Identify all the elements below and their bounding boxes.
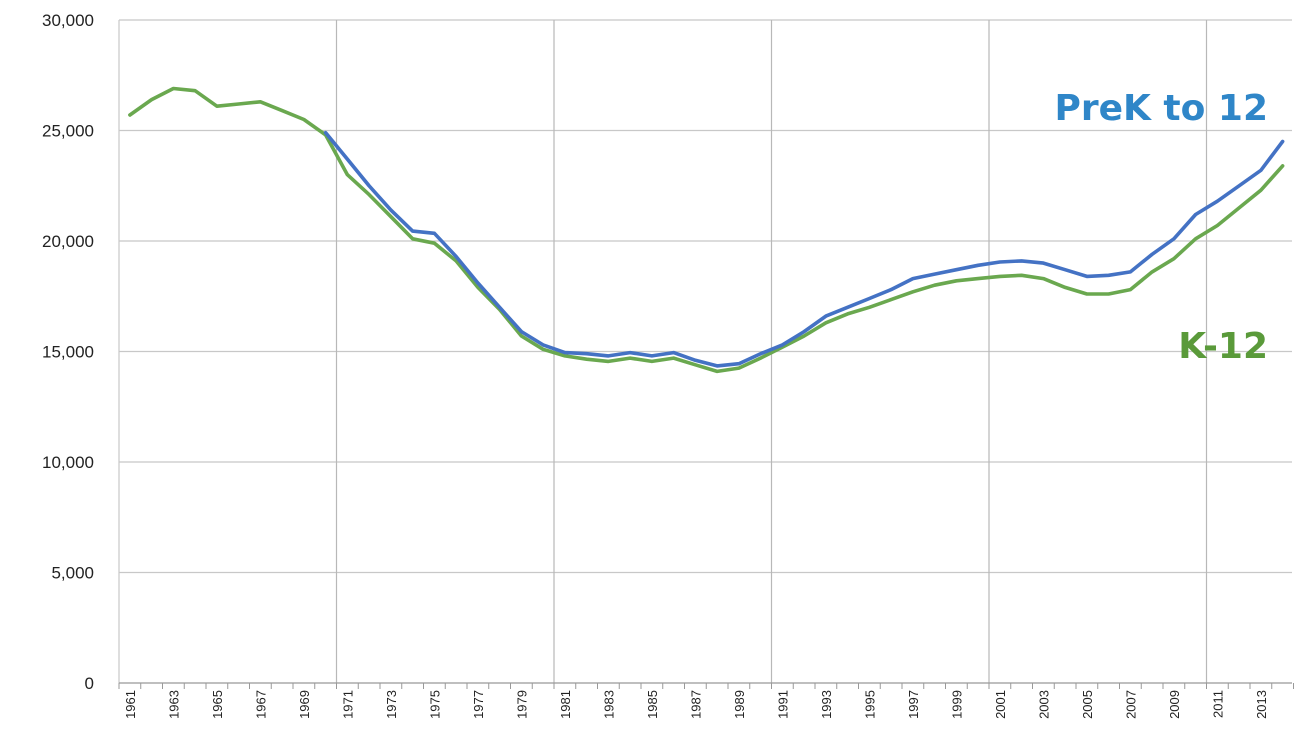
x-tick-label: 1961 [123,690,138,719]
y-tick-label: 5,000 [51,564,94,583]
x-tick-label: 2007 [1123,690,1138,719]
x-tick-label: 1985 [645,690,660,719]
y-tick-label: 20,000 [42,232,94,251]
x-tick-label: 2013 [1254,690,1269,719]
x-tick-label: 1975 [427,690,442,719]
y-tick-label: 30,000 [42,11,94,30]
x-tick-label: 2009 [1167,690,1182,719]
y-tick-label: 0 [85,674,94,693]
series-label-k-12: K-12 [1178,326,1268,367]
x-tick-label: 1967 [253,690,268,719]
series-line-prek-to-12 [323,130,1285,368]
x-tick-labels: 1961 1963 1965 1967 1969 1971 1973 1975 1977 1979… [123,690,1269,719]
x-tick-label: 1995 [862,690,877,719]
x-tick-label: 1969 [297,690,312,719]
x-tick-label: 1997 [906,690,921,719]
y-tick-label: 10,000 [42,453,94,472]
x-tick-label: 1971 [340,690,355,719]
x-tick-label: 1983 [601,690,616,719]
x-tick-label: 1989 [732,690,747,719]
x-tick-label: 2003 [1036,690,1051,719]
x-tick-label: 1979 [514,690,529,719]
x-tick-label: 1999 [949,690,964,719]
x-tick-label: 1963 [166,690,181,719]
x-tick-label: 1981 [558,690,573,719]
y-tick-label: 15,000 [42,343,94,362]
x-tick-label: 1973 [384,690,399,719]
series-lines [128,86,1285,374]
x-tick-label: 2005 [1080,690,1095,719]
x-tick-label: 2001 [993,690,1008,719]
horizontal-gridlines [119,19,1292,574]
x-tick-label: 1987 [688,690,703,719]
series-label-prek-to-12: PreK to 12 [1054,88,1268,129]
x-tick-marks [118,683,1294,689]
series-line-k-12 [128,86,1285,374]
x-tick-label: 1993 [819,690,834,719]
x-tick-label: 2011 [1210,690,1225,718]
y-tick-label: 25,000 [42,122,94,141]
x-tick-label: 1965 [210,690,225,719]
y-tick-labels: 30,000 25,000 20,000 15,000 10,000 5,000 0 [42,11,94,693]
x-tick-label: 1991 [775,690,790,719]
x-tick-label: 1977 [471,690,486,719]
